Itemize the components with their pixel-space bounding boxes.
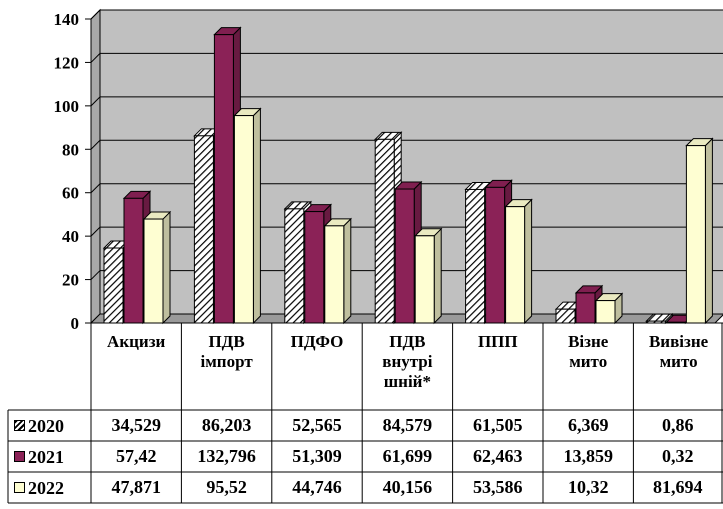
bar-2022-4 xyxy=(504,198,533,325)
bar-front xyxy=(414,235,435,324)
table-cell: 6,369 xyxy=(567,415,609,435)
table-cell: 0,32 xyxy=(661,446,694,466)
bar-side xyxy=(704,137,713,325)
axes xyxy=(7,19,723,504)
y-tick-label: 60 xyxy=(62,184,79,203)
bar-front xyxy=(555,308,576,324)
bar-front xyxy=(193,135,214,324)
bar-front xyxy=(595,300,616,324)
table-cell: 0,86 xyxy=(661,415,694,435)
table-cell: 13,859 xyxy=(563,446,613,466)
bar-side xyxy=(252,107,261,325)
category-label-line: імпорт xyxy=(200,352,253,371)
category-label-line: ПДВ xyxy=(208,332,245,351)
category-label-line: ППП xyxy=(477,332,518,351)
legend-swatch xyxy=(14,482,25,493)
category-label-line: ПДВ xyxy=(389,332,426,351)
table-cell: 34,529 xyxy=(111,415,161,435)
legend-label: 2021 xyxy=(28,446,64,467)
bar-side xyxy=(524,198,533,325)
bar-2022-2 xyxy=(323,217,353,325)
category-label: ПДВ внутрі шній* xyxy=(362,332,452,392)
category-label-line: Візне xyxy=(568,332,609,351)
y-tick-label: 80 xyxy=(62,140,79,159)
y-axis-ticks: 0 20 40 60 80 100 120 140 xyxy=(54,10,91,333)
table-cell: 47,871 xyxy=(111,477,161,497)
table-cell: 61,505 xyxy=(473,415,523,435)
table-cell: 81,694 xyxy=(652,477,703,497)
table-cell: 51,309 xyxy=(292,446,342,466)
bar-front xyxy=(103,247,124,324)
category-label-line: внутрі xyxy=(382,352,433,371)
legend-label: 2020 xyxy=(28,415,64,436)
bar-front xyxy=(394,188,415,324)
legend-label: 2022 xyxy=(28,477,64,498)
bar-front xyxy=(233,115,254,324)
category-label-line: Вивізне xyxy=(648,332,709,351)
bar-2022-1 xyxy=(233,107,262,325)
table-cell: 10,32 xyxy=(567,477,609,497)
bar-2021-1 xyxy=(213,26,242,325)
bar-side xyxy=(433,227,442,325)
legend-entry-2022: 2022 xyxy=(8,472,91,503)
gridline xyxy=(90,52,723,63)
y-tick-label: 100 xyxy=(54,97,80,116)
gridline xyxy=(90,139,723,150)
category-label-line: мито xyxy=(569,352,608,371)
table-cell: 53,586 xyxy=(473,477,523,497)
y-tick-label: 20 xyxy=(62,271,79,290)
category-label: ПДВ імпорт xyxy=(181,332,271,372)
gridline xyxy=(90,183,723,194)
bar-front xyxy=(505,206,526,324)
category-label: ПДФО xyxy=(272,332,362,352)
bar-front xyxy=(213,34,234,324)
bar-front xyxy=(465,188,486,324)
table-cell: 84,579 xyxy=(382,415,433,435)
table-cell: 57,42 xyxy=(115,446,157,466)
legend-entry-2020: 2020 xyxy=(8,410,91,441)
bar-front xyxy=(575,292,596,324)
legend-entry-2021: 2021 xyxy=(8,441,91,472)
bar-front xyxy=(685,145,706,324)
bar-front xyxy=(324,225,345,324)
table-cell: 40,156 xyxy=(382,477,433,497)
table-cell: 44,746 xyxy=(292,477,342,497)
category-label: Акцизи xyxy=(91,332,181,352)
bar-2022-0 xyxy=(142,210,172,325)
category-label-line: ПДФО xyxy=(290,332,344,351)
bar-2022-3 xyxy=(413,227,443,325)
bar-side xyxy=(162,210,171,325)
category-label-line: Акцизи xyxy=(107,332,166,351)
table-cell: 132,796 xyxy=(197,446,256,466)
bar-front xyxy=(143,218,164,324)
legend-swatch xyxy=(14,451,25,462)
gridline xyxy=(90,9,723,20)
y-tick-label: 120 xyxy=(54,53,80,72)
table-cell: 95,52 xyxy=(206,477,247,497)
y-tick-label: 140 xyxy=(54,10,80,29)
category-label: Вивізне мито xyxy=(633,332,723,372)
bar-side xyxy=(343,217,352,325)
gridline xyxy=(90,96,723,107)
bar-front xyxy=(304,211,325,324)
bar-2022-6 xyxy=(685,137,714,325)
table-cell: 62,463 xyxy=(473,446,523,466)
legend-swatch xyxy=(14,420,25,431)
category-label-line: шній* xyxy=(383,372,431,391)
table-cell: 86,203 xyxy=(201,415,252,435)
bar-front xyxy=(485,186,506,324)
category-label-line: мито xyxy=(659,352,698,371)
table-cell: 52,565 xyxy=(292,415,342,435)
category-label: Візне мито xyxy=(543,332,633,372)
category-label: ППП xyxy=(453,332,543,352)
table-cell: 61,699 xyxy=(382,446,433,466)
side-wall xyxy=(90,8,101,325)
bar-front xyxy=(284,208,305,324)
y-tick-label: 0 xyxy=(71,314,80,333)
bar-front xyxy=(123,197,144,324)
y-tick-label: 40 xyxy=(62,227,79,246)
bar-2022-5 xyxy=(594,292,624,325)
bar-front xyxy=(374,138,395,324)
